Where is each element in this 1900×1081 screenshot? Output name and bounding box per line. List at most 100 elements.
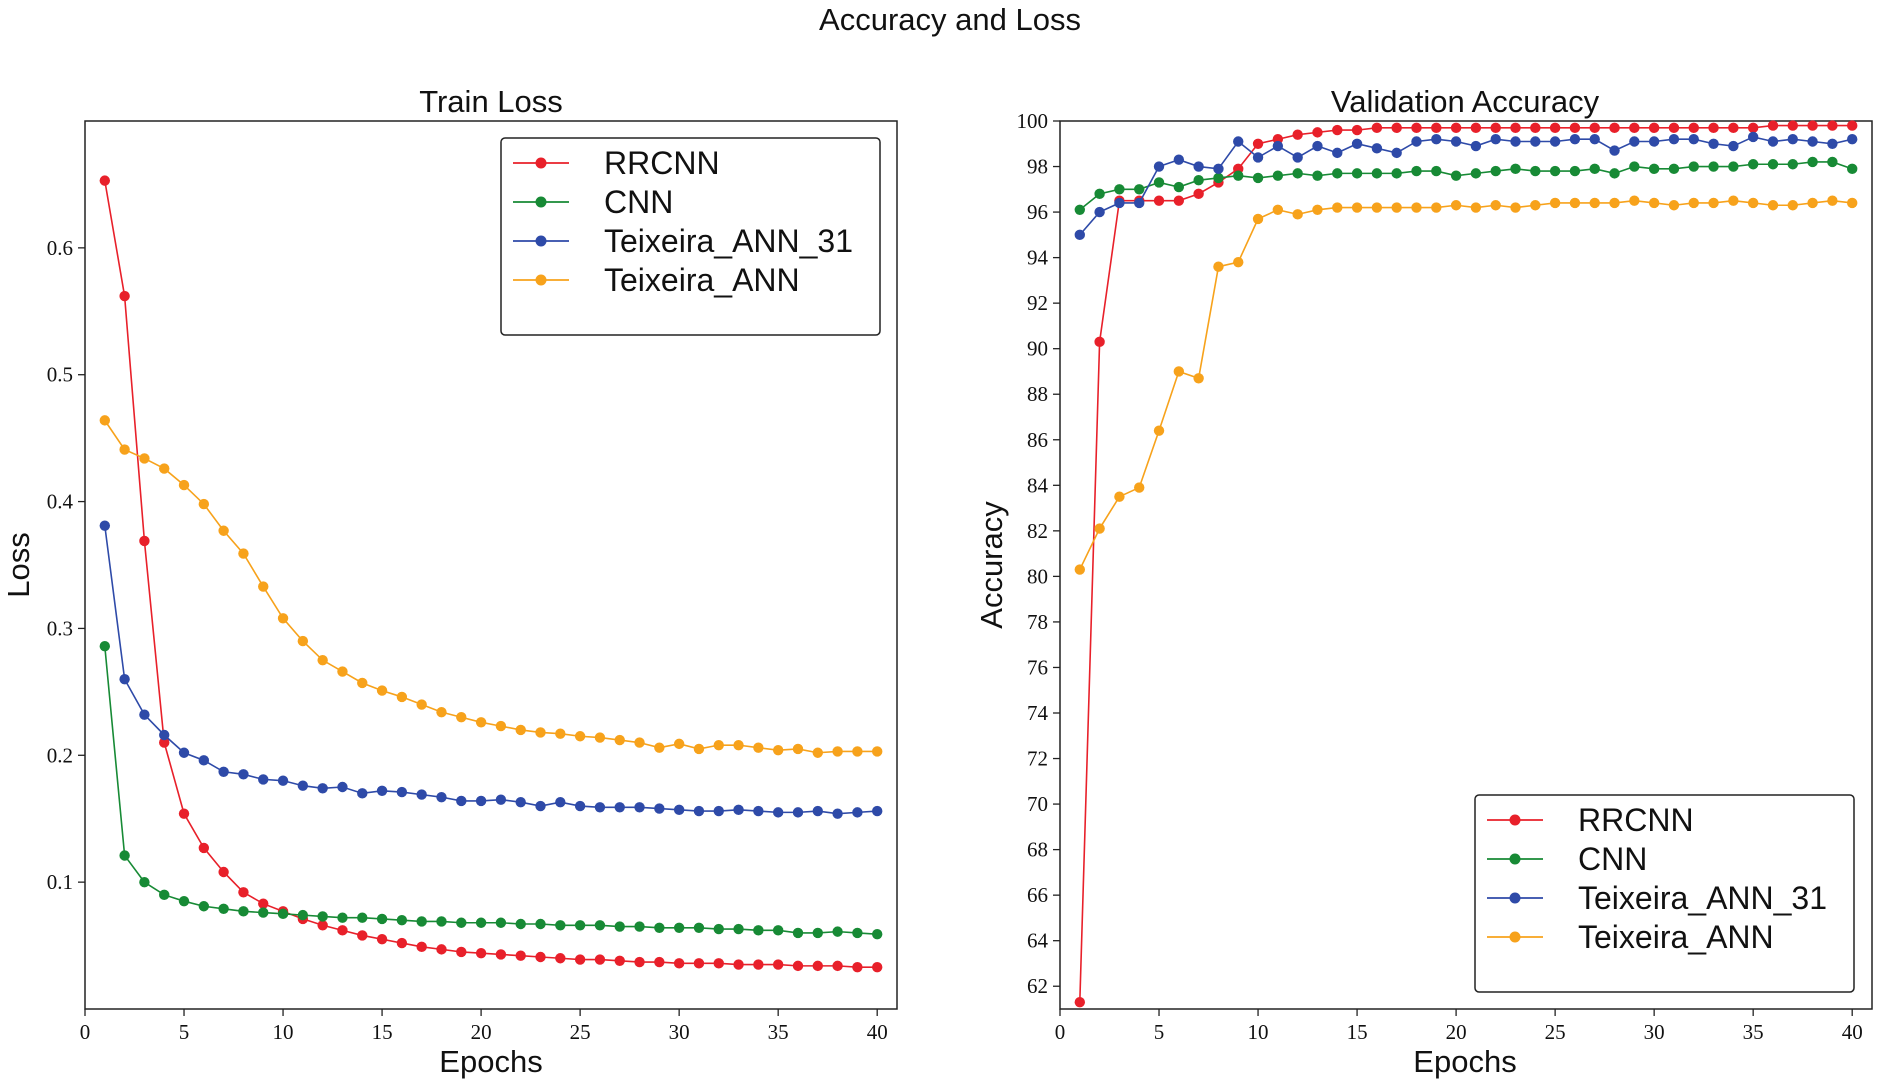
train-loss-point-rrcnn [198, 842, 210, 854]
train-loss-title: Train Loss [419, 84, 563, 119]
validation-accuracy-line-rrcnn [1079, 124, 1853, 1003]
train-loss-point-cnn [376, 913, 388, 925]
train-loss-point-teixeira-ann-31 [277, 775, 289, 786]
validation-accuracy-y-tick-label: 68 [1027, 838, 1048, 862]
validation-accuracy-point-rrcnn [1510, 122, 1521, 134]
validation-accuracy-point-teixeira-ann-31 [1173, 154, 1185, 165]
train-loss-point-teixeira-ann-31 [258, 774, 269, 785]
train-loss-point-teixeira-ann-31 [475, 795, 487, 807]
train-loss-legend-marker [535, 196, 547, 208]
validation-accuracy-point-rrcnn [1173, 195, 1185, 206]
train-loss-point-rrcnn [654, 956, 665, 968]
validation-accuracy-point-cnn [1114, 184, 1125, 195]
train-loss-point-teixeira-ann [99, 415, 111, 426]
validation-accuracy-point-rrcnn [1589, 122, 1600, 134]
train-loss-chart: Train Loss 0 5 10 15 20 25 30 35 40 0.1 0.2 0.3 0.4… [1, 84, 898, 1079]
validation-accuracy-point-teixeira-ann [1708, 197, 1719, 209]
train-loss-point-cnn [594, 920, 606, 931]
train-loss-point-teixeira-ann-31 [376, 785, 388, 797]
train-loss-point-teixeira-ann-31 [673, 804, 685, 816]
validation-accuracy-y-tick-label: 62 [1027, 974, 1048, 998]
train-loss-point-cnn [416, 916, 427, 927]
train-loss-point-rrcnn [693, 958, 705, 969]
validation-accuracy-point-teixeira-ann [1332, 202, 1343, 213]
validation-accuracy-point-cnn [1153, 177, 1165, 188]
validation-accuracy-point-teixeira-ann [1252, 213, 1264, 225]
train-loss-point-teixeira-ann-31 [297, 780, 309, 791]
validation-accuracy-legend-marker [1509, 853, 1521, 865]
train-loss-x-tick-label: 20 [471, 1020, 492, 1044]
train-loss-legend-item-teixeira-ann-31: Teixeira_ANN_31 [513, 223, 853, 259]
validation-accuracy-point-cnn [1213, 172, 1224, 184]
train-loss-point-teixeira-ann-31 [594, 802, 606, 813]
validation-accuracy-line-teixeira-ann-31 [1079, 136, 1853, 236]
train-loss-point-teixeira-ann [238, 548, 249, 559]
validation-accuracy-point-rrcnn [1470, 122, 1482, 134]
validation-accuracy-point-cnn [1431, 165, 1442, 177]
validation-accuracy-y-axis: 62 64 66 68 70 72 74 76 78 80 82 84 86 88 90 92 94 96 98 10… [1017, 109, 1060, 998]
train-loss-point-rrcnn [733, 959, 744, 970]
train-loss-point-rrcnn [673, 958, 685, 969]
validation-accuracy-point-cnn [1609, 168, 1620, 179]
train-loss-point-teixeira-ann-31 [614, 802, 625, 813]
train-loss-point-cnn [772, 925, 784, 936]
train-loss-point-cnn [357, 912, 368, 923]
train-loss-line-teixeira-ann [104, 419, 878, 754]
train-loss-point-cnn [812, 927, 823, 939]
validation-accuracy-x-tick-label: 15 [1347, 1020, 1368, 1044]
validation-accuracy-x-tick-label: 35 [1743, 1020, 1764, 1044]
validation-accuracy-x-tick-label: 40 [1842, 1020, 1863, 1044]
validation-accuracy-point-teixeira-ann-31 [1530, 136, 1541, 147]
validation-accuracy-point-teixeira-ann-31 [1747, 131, 1759, 143]
train-loss-legend-marker [535, 157, 547, 169]
train-loss-point-teixeira-ann-31 [693, 805, 705, 817]
validation-accuracy-point-rrcnn [1094, 336, 1105, 348]
train-loss-series [99, 175, 883, 973]
train-loss-point-cnn [693, 922, 705, 934]
validation-accuracy-series [1074, 120, 1858, 1008]
validation-accuracy-point-teixeira-ann-31 [1351, 138, 1363, 149]
validation-accuracy-point-rrcnn [1292, 129, 1303, 140]
validation-accuracy-y-tick-label: 92 [1027, 291, 1048, 315]
validation-accuracy-point-rrcnn [1747, 122, 1759, 134]
train-loss-point-teixeira-ann-31 [436, 791, 447, 803]
validation-accuracy-point-teixeira-ann [1688, 197, 1699, 209]
validation-accuracy-point-rrcnn [1252, 138, 1264, 149]
train-loss-point-teixeira-ann [772, 745, 784, 756]
train-loss-series-teixeira-ann [99, 415, 883, 758]
train-loss-point-cnn [555, 920, 566, 931]
train-loss-point-cnn [713, 923, 724, 935]
validation-accuracy-y-tick-label: 86 [1027, 428, 1048, 452]
validation-accuracy-point-teixeira-ann [1272, 204, 1284, 215]
validation-accuracy-point-cnn [1747, 159, 1759, 170]
train-loss-point-teixeira-ann [436, 706, 447, 718]
validation-accuracy-point-teixeira-ann [1213, 261, 1224, 272]
train-loss-point-teixeira-ann [693, 743, 705, 755]
validation-accuracy-point-rrcnn [1530, 122, 1541, 134]
train-loss-legend-label: CNN [604, 184, 673, 220]
validation-accuracy-point-cnn [1787, 159, 1798, 170]
train-loss-point-teixeira-ann [178, 479, 190, 491]
validation-accuracy-series-rrcnn [1074, 120, 1858, 1008]
train-loss-point-cnn [99, 640, 111, 652]
train-loss-point-rrcnn [376, 934, 388, 945]
validation-accuracy-point-cnn [1708, 161, 1719, 172]
validation-accuracy-point-teixeira-ann-31 [1767, 136, 1779, 147]
validation-accuracy-point-rrcnn [1648, 122, 1660, 134]
validation-accuracy-point-cnn [1233, 170, 1244, 181]
train-loss-x-tick-label: 15 [372, 1020, 393, 1044]
train-loss-point-cnn [119, 850, 130, 861]
train-loss-point-teixeira-ann [159, 463, 170, 474]
validation-accuracy-point-cnn [1332, 168, 1343, 179]
validation-accuracy-point-cnn [1589, 163, 1600, 175]
validation-accuracy-legend-item-teixeira-ann: Teixeira_ANN [1487, 919, 1774, 955]
train-loss-point-cnn [852, 927, 863, 939]
train-loss-point-teixeira-ann-31 [178, 747, 190, 758]
validation-accuracy-point-teixeira-ann-31 [1391, 147, 1402, 159]
validation-accuracy-point-teixeira-ann-31 [1609, 145, 1620, 156]
validation-accuracy-legend-marker [1509, 814, 1521, 826]
train-loss-point-cnn [139, 876, 150, 888]
train-loss-y-tick-label: 0.3 [47, 616, 73, 640]
validation-accuracy-point-teixeira-ann [1431, 202, 1442, 213]
validation-accuracy-point-teixeira-ann [1490, 200, 1501, 211]
